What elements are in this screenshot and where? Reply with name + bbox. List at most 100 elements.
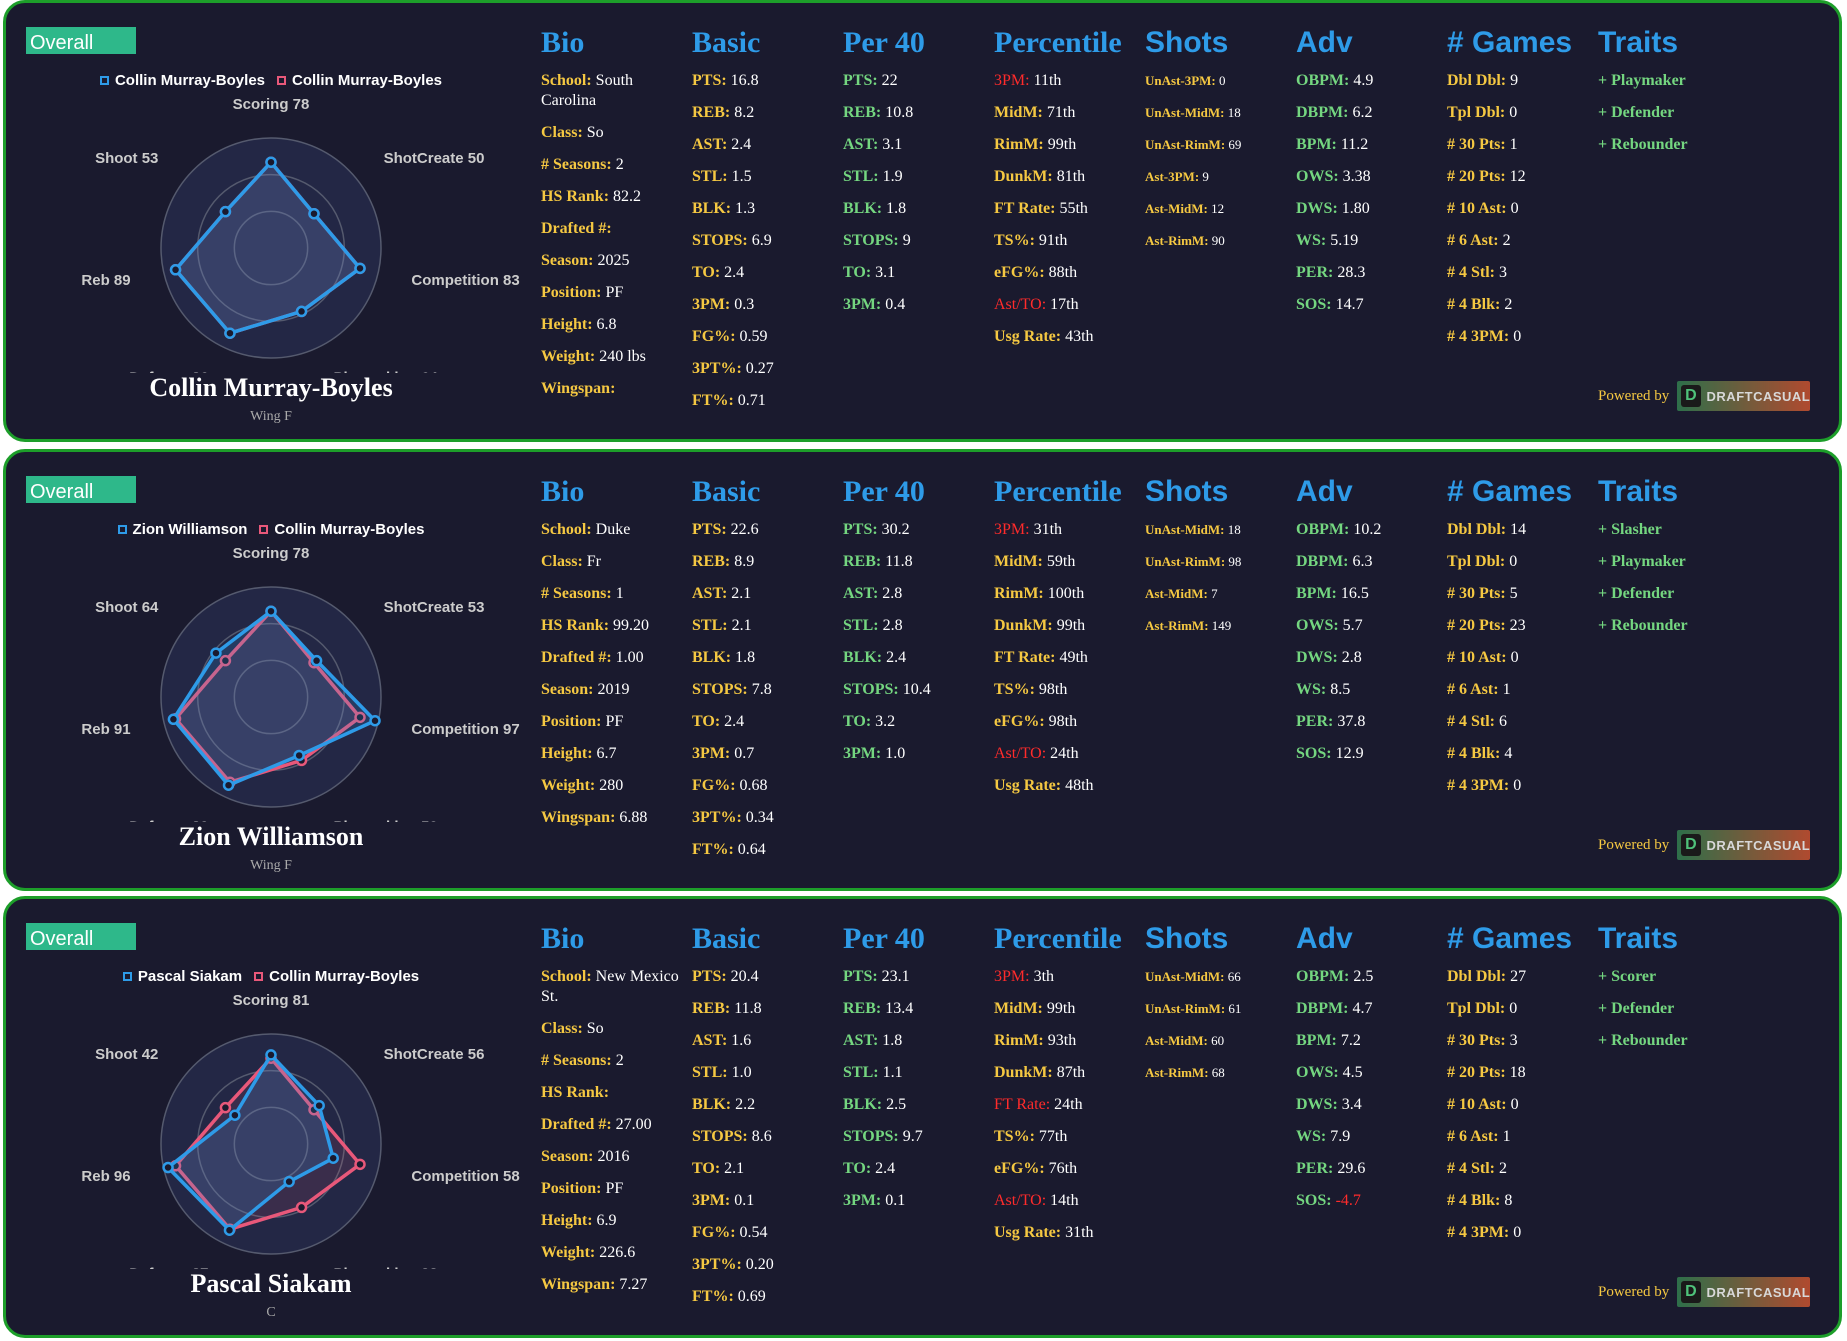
bio-column: Bio School: New Mexico St. Class: So # Seas… — [541, 921, 691, 1301]
stat-value: 22 — [881, 72, 898, 89]
radar-axis-label: Playmaking 64 — [333, 370, 438, 373]
bio-heading: Bio — [541, 922, 585, 955]
stat-value: 18 — [1509, 1064, 1526, 1081]
adv-stat-row: OWS: 4.5 — [1296, 1057, 1446, 1089]
player-series-point[interactable] — [265, 156, 277, 168]
player-series-point[interactable] — [313, 1099, 325, 1112]
player-series-point[interactable] — [223, 1224, 236, 1236]
stat-label: AST: — [692, 1032, 728, 1049]
stat-label: Season: — [541, 252, 594, 269]
legend-swatch — [254, 971, 264, 981]
stat-label: TO: — [843, 1160, 872, 1177]
player-series-point[interactable] — [310, 654, 323, 667]
percentile-stat-row: 3PM: 11th — [994, 65, 1144, 97]
adv-column: Adv OBPM: 10.2 DBPM: 6.3 BPM: 16.5 OWS: 5.7 D… — [1296, 474, 1446, 770]
draftcasual-logo[interactable]: D DRAFTCASUAL — [1677, 830, 1811, 860]
bio-stat-row: Height: 6.9 — [541, 1205, 691, 1237]
stat-label: PTS: — [692, 521, 727, 538]
compare-series-point[interactable] — [295, 1201, 308, 1214]
draftcasual-logo[interactable]: D DRAFTCASUAL — [1677, 381, 1811, 411]
player-series-point[interactable] — [229, 1109, 241, 1121]
stat-label: 3PT%: — [692, 809, 742, 826]
stat-label: STOPS: — [843, 681, 899, 698]
stat-label: FT%: — [692, 1288, 734, 1305]
games-stat-row: # 10 Ast: 0 — [1447, 1089, 1597, 1121]
stat-label: HS Rank: — [541, 617, 610, 634]
legend-item-compare[interactable]: Collin Murray-Boyles — [254, 968, 419, 985]
player-series-point[interactable] — [308, 207, 320, 220]
player-series-point[interactable] — [222, 779, 235, 791]
stat-label: School: — [541, 968, 592, 985]
stat-value: 6.2 — [1352, 104, 1373, 121]
compare-series-point[interactable] — [354, 711, 366, 724]
player-series-point[interactable] — [293, 749, 305, 762]
stat-label: DWS: — [1296, 1096, 1338, 1113]
stat-value: 8.5 — [1330, 681, 1351, 698]
compare-series-point[interactable] — [219, 654, 232, 667]
player-series-point[interactable] — [162, 1161, 174, 1174]
player-series-point[interactable] — [369, 714, 381, 727]
stat-label: TO: — [692, 713, 721, 730]
percentile-heading: Percentile — [994, 475, 1122, 508]
stat-label: AST: — [843, 136, 879, 153]
compare-series-point[interactable] — [219, 1101, 232, 1114]
stat-label: # 20 Pts: — [1447, 1064, 1506, 1081]
stat-value: 0 — [1513, 328, 1522, 345]
stat-value: Fr — [586, 553, 602, 570]
player-series-point[interactable] — [219, 205, 232, 218]
adv-stat-row: OWS: 5.7 — [1296, 610, 1446, 642]
stat-label: Usg Rate: — [994, 328, 1062, 345]
shots-stat-row: Ast-MidM: 7 — [1145, 578, 1295, 610]
adv-stat-row: WS: 8.5 — [1296, 674, 1446, 706]
basic-stat-row: PTS: 16.8 — [692, 65, 842, 97]
shots-stat-row: UnAst-3PM: 0 — [1145, 65, 1295, 97]
percentile-stat-row: DunkM: 99th — [994, 610, 1144, 642]
per40-stat-row: AST: 3.1 — [843, 129, 993, 161]
shots-column: Shots UnAst-MidM: 66 UnAst-RimM: 61 Ast-Mid… — [1145, 921, 1295, 1089]
player-series-point[interactable] — [265, 605, 277, 617]
overall-tab[interactable]: Overall — [26, 923, 136, 950]
legend-item-player[interactable]: Zion Williamson — [117, 521, 247, 538]
player-name: Collin Murray-Boyles — [149, 373, 393, 402]
basic-stat-row: TO: 2.4 — [692, 257, 842, 289]
trait-item: + Slasher — [1598, 521, 1662, 538]
stat-value: 93th — [1047, 1032, 1077, 1049]
legend-item-player[interactable]: Collin Murray-Boyles — [99, 72, 265, 89]
player-series-point[interactable] — [295, 305, 308, 318]
overall-tab[interactable]: Overall — [26, 476, 136, 503]
stat-label: OWS: — [1296, 617, 1339, 634]
stat-label: # 4 3PM: — [1447, 777, 1510, 794]
player-series-point[interactable] — [354, 262, 366, 275]
player-series-point[interactable] — [265, 1049, 277, 1061]
basic-stat-row: FT%: 0.69 — [692, 1281, 842, 1313]
stat-value: 1.0 — [731, 1064, 752, 1081]
shots-stat-row: UnAst-MidM: 66 — [1145, 961, 1295, 993]
player-series-point[interactable] — [169, 264, 182, 276]
stat-label: Ast/TO: — [994, 1192, 1047, 1209]
per40-column: Per 40 PTS: 23.1 REB: 13.4 AST: 1.8 STL: 1.1… — [843, 921, 993, 1217]
player-series-point[interactable] — [283, 1175, 295, 1188]
games-heading: # Games — [1447, 26, 1573, 59]
stat-label: STOPS: — [692, 681, 748, 698]
basic-stat-row: STL: 2.1 — [692, 610, 842, 642]
percentile-stat-row: DunkM: 87th — [994, 1057, 1144, 1089]
player-series-point[interactable] — [210, 647, 222, 659]
shots-stat-row: UnAst-MidM: 18 — [1145, 514, 1295, 546]
stat-label: Height: — [541, 745, 593, 762]
stat-label: School: — [541, 521, 592, 538]
draftcasual-logo[interactable]: D DRAFTCASUAL — [1677, 1277, 1811, 1307]
overall-tab[interactable]: Overall — [26, 27, 136, 54]
games-stat-row: Dbl Dbl: 14 — [1447, 514, 1597, 546]
player-series-point[interactable] — [167, 713, 180, 726]
legend-item-compare[interactable]: Collin Murray-Boyles — [259, 521, 424, 538]
radar-axis-label: Defense 89 — [129, 819, 208, 822]
compare-series-point[interactable] — [354, 1158, 366, 1171]
games-stat-row: # 4 3PM: 0 — [1447, 321, 1597, 353]
legend-item-compare[interactable]: Collin Murray-Boyles — [277, 72, 442, 89]
stat-label: PTS: — [843, 521, 878, 538]
player-series-point[interactable] — [224, 327, 236, 339]
legend-item-player[interactable]: Pascal Siakam — [122, 968, 242, 985]
radar-axis-label: Scoring 78 — [233, 96, 310, 113]
stat-value: 10.8 — [885, 104, 914, 121]
player-series-point[interactable] — [327, 1152, 339, 1164]
